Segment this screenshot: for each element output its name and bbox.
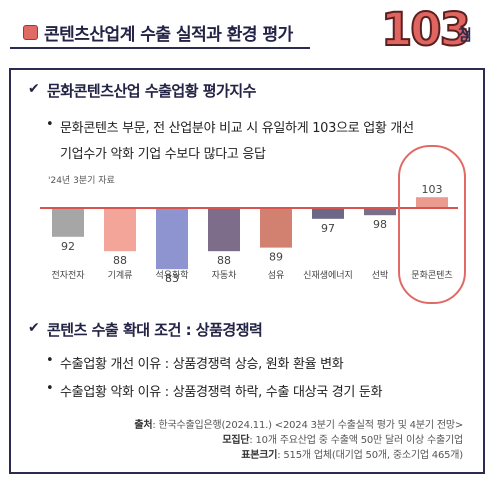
bar-석유화학: [156, 208, 188, 270]
bar-섬유: [260, 208, 292, 248]
score-unit: 점: [458, 26, 472, 44]
category-label: 기계류: [108, 269, 133, 281]
category-label: 전자전자: [51, 270, 85, 281]
data-label: 97: [321, 222, 335, 235]
title-underline: [10, 47, 310, 49]
population-text: : 10개 주요산업 중 수출액 50만 달러 이상 수출기업: [249, 435, 463, 446]
population-line: 모집단: 10개 주요산업 중 수출액 50만 달러 이상 수출기업: [222, 431, 463, 446]
data-label: 92: [61, 240, 75, 253]
section2-item1: 수출업황 개선 이유 : 상품경쟁력 상승, 원화 환율 변화: [60, 357, 344, 372]
data-label: 98: [373, 218, 387, 231]
score-value: 103: [380, 3, 472, 57]
data-label: 88: [217, 254, 231, 267]
source-label: 출처: [134, 420, 153, 431]
data-label: 89: [269, 251, 283, 264]
header: 콘텐츠산업계 수출 실적과 환경 평가 103 점: [0, 0, 493, 60]
bar-문화콘텐츠: [416, 197, 448, 208]
category-label: 신재생에너지: [303, 270, 353, 281]
section2-item2: 수출업황 악화 이유 : 상품경쟁력 하락, 수출 대상국 경기 둔화: [60, 385, 383, 400]
section1-line2: 기업수가 악화 기업 수보다 많다고 응답: [60, 147, 266, 162]
category-label: 선박: [372, 270, 389, 281]
category-label: 섬유: [268, 270, 285, 281]
category-label: 문화콘텐츠: [411, 270, 452, 281]
section1-line1: 문화콘텐츠 부문, 전 산업분야 비교 시 유일하게 103으로 업황 개선: [60, 121, 414, 136]
section2-title: 콘텐츠 수출 확대 조건 : 상품경쟁력: [47, 321, 263, 339]
source-line: 출처: 한국수출입은행(2024.11.) <2024 3분기 수출실적 평가 …: [134, 416, 463, 431]
bar-chart: '24년 3분기 자료 92 전자전자 88 기계류 83 석유화학 88 자동차 89 섬유 97 신…: [30, 168, 470, 288]
content-frame: [9, 68, 485, 474]
chart-subtitle: '24년 3분기 자료: [48, 175, 115, 186]
checkmark-icon: ✔: [28, 320, 40, 336]
sample-size-label: 표본크기: [241, 450, 278, 461]
bar-기계류: [104, 208, 136, 252]
bar-자동차: [208, 208, 240, 252]
source-text: : 한국수출입은행(2024.11.) <2024 3분기 수출실적 평가 및 …: [152, 420, 463, 431]
population-label: 모집단: [222, 435, 250, 446]
bar-신재생에너지: [312, 208, 344, 219]
bar-선박: [364, 208, 396, 216]
sample-size-line: 표본크기: 515개 업체(대기업 50개, 중소기업 465개): [241, 446, 463, 461]
sample-size-text: : 515개 업체(대기업 50개, 중소기업 465개): [277, 450, 463, 461]
highlight-ellipse: [398, 145, 466, 304]
title-marker-icon: [23, 25, 38, 40]
checkmark-icon: ✔: [28, 81, 40, 97]
data-label: 88: [113, 254, 127, 267]
data-label: 103: [422, 183, 443, 196]
bullet-dot-icon: •: [46, 353, 54, 368]
bar-전자전자: [52, 208, 84, 237]
category-label: 석유화학: [155, 270, 188, 281]
page-title: 콘텐츠산업계 수출 실적과 환경 평가: [44, 25, 293, 45]
category-label: 자동차: [212, 269, 238, 281]
data-label: 83: [165, 272, 179, 285]
section1-title: 문화콘텐츠산업 수출업황 평가지수: [47, 82, 256, 100]
bullet-dot-icon: •: [46, 381, 54, 396]
bullet-dot-icon: •: [46, 117, 54, 132]
